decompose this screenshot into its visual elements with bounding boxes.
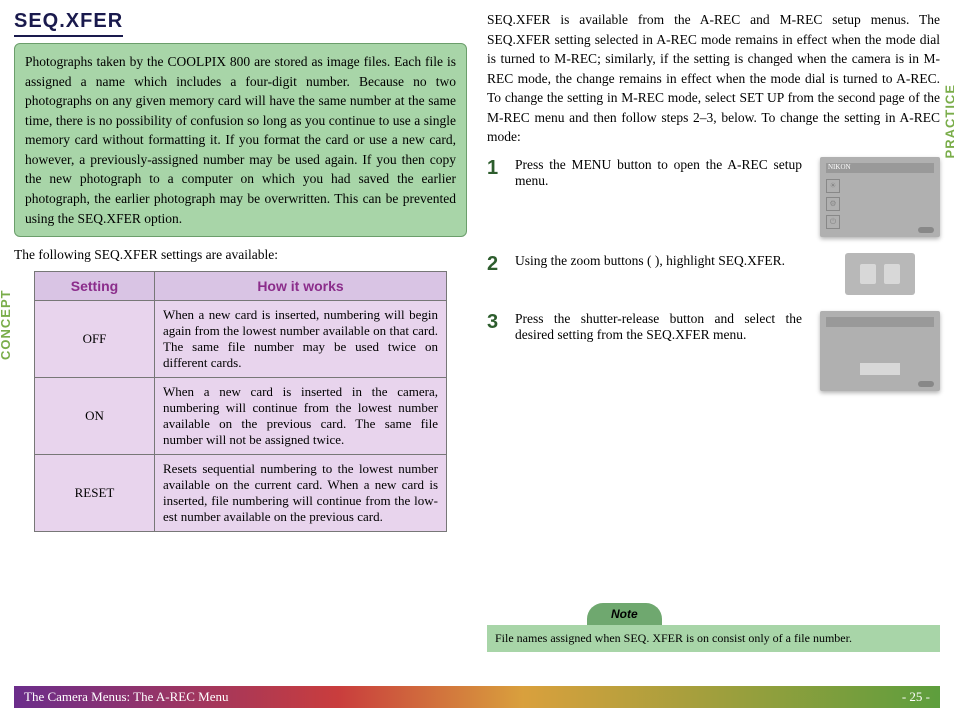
col-header-how: How it works (155, 272, 447, 301)
intro-text: Photographs taken by the COOLPIX 800 are… (25, 52, 456, 228)
step-text: Press the shutter-release button and se­… (515, 311, 810, 343)
right-intro-text: SEQ.XFER is available from the A-REC and… (487, 10, 940, 147)
zoom-buttons-icon (845, 253, 915, 295)
intro-box: Photographs taken by the COOLPIX 800 are… (14, 43, 467, 237)
step-text: Using the zoom buttons ( ), highlight SE… (515, 253, 810, 269)
footer-title: The Camera Menus: The A-REC Menu (24, 689, 228, 705)
step-item: 2 Using the zoom buttons ( ), highlight … (487, 253, 940, 295)
setting-desc: When a new card is inserted in the camer… (155, 378, 447, 455)
page-number: - 25 - (902, 689, 930, 705)
setting-name: RESET (35, 455, 155, 532)
zoom-out-icon (860, 264, 876, 284)
setting-desc: When a new card is inserted, number­ing … (155, 301, 447, 378)
step-number: 1 (487, 157, 505, 180)
note-label: Note (587, 603, 662, 625)
right-column: SEQ.XFER is available from the A-REC and… (487, 10, 940, 680)
steps-list: 1 Press the MENU button to open the A-RE… (487, 157, 940, 391)
note-text: File names assigned when SEQ. XFER is on… (487, 625, 940, 652)
left-column: SEQ.XFER Photographs taken by the COOLPI… (14, 10, 467, 680)
page-footer: The Camera Menus: The A-REC Menu - 25 - (14, 686, 940, 708)
table-row: RESET Resets sequential numbering to the… (35, 455, 447, 532)
setting-name: ON (35, 378, 155, 455)
gear-icon: ⚙ (826, 197, 840, 211)
table-row: OFF When a new card is inserted, number­… (35, 301, 447, 378)
step-item: 3 Press the shutter-release button and s… (487, 311, 940, 391)
seq-highlight-icon (860, 363, 900, 375)
practice-side-label: PRACTICE (942, 84, 954, 158)
table-row: ON When a new card is inserted in the ca… (35, 378, 447, 455)
concept-side-label: CONCEPT (0, 289, 13, 360)
section-title: SEQ.XFER (14, 10, 123, 37)
screen-brand-label: NIKON (826, 163, 934, 173)
step-text: Press the MENU button to open the A-REC … (515, 157, 810, 189)
col-header-setting: Setting (35, 272, 155, 301)
settings-table: Setting How it works OFF When a new card… (34, 271, 447, 532)
screen-bar-icon (826, 317, 934, 327)
step-number: 3 (487, 311, 505, 334)
settings-available-text: The following SEQ.XFER settings are avai… (14, 247, 467, 263)
camera-menu-icon: NIKON ☀ ⚙ ⏻ (820, 157, 940, 237)
setting-name: OFF (35, 301, 155, 378)
zoom-in-icon (884, 264, 900, 284)
page-content: SEQ.XFER Photographs taken by the COOLPI… (0, 0, 954, 680)
note-section: Note File names assigned when SEQ. XFER … (487, 603, 940, 652)
step-number: 2 (487, 253, 505, 276)
power-icon: ⏻ (826, 215, 840, 229)
setting-desc: Resets sequential numbering to the low­e… (155, 455, 447, 532)
step-item: 1 Press the MENU button to open the A-RE… (487, 157, 940, 237)
camera-seqxfer-icon (820, 311, 940, 391)
sun-icon: ☀ (826, 179, 840, 193)
